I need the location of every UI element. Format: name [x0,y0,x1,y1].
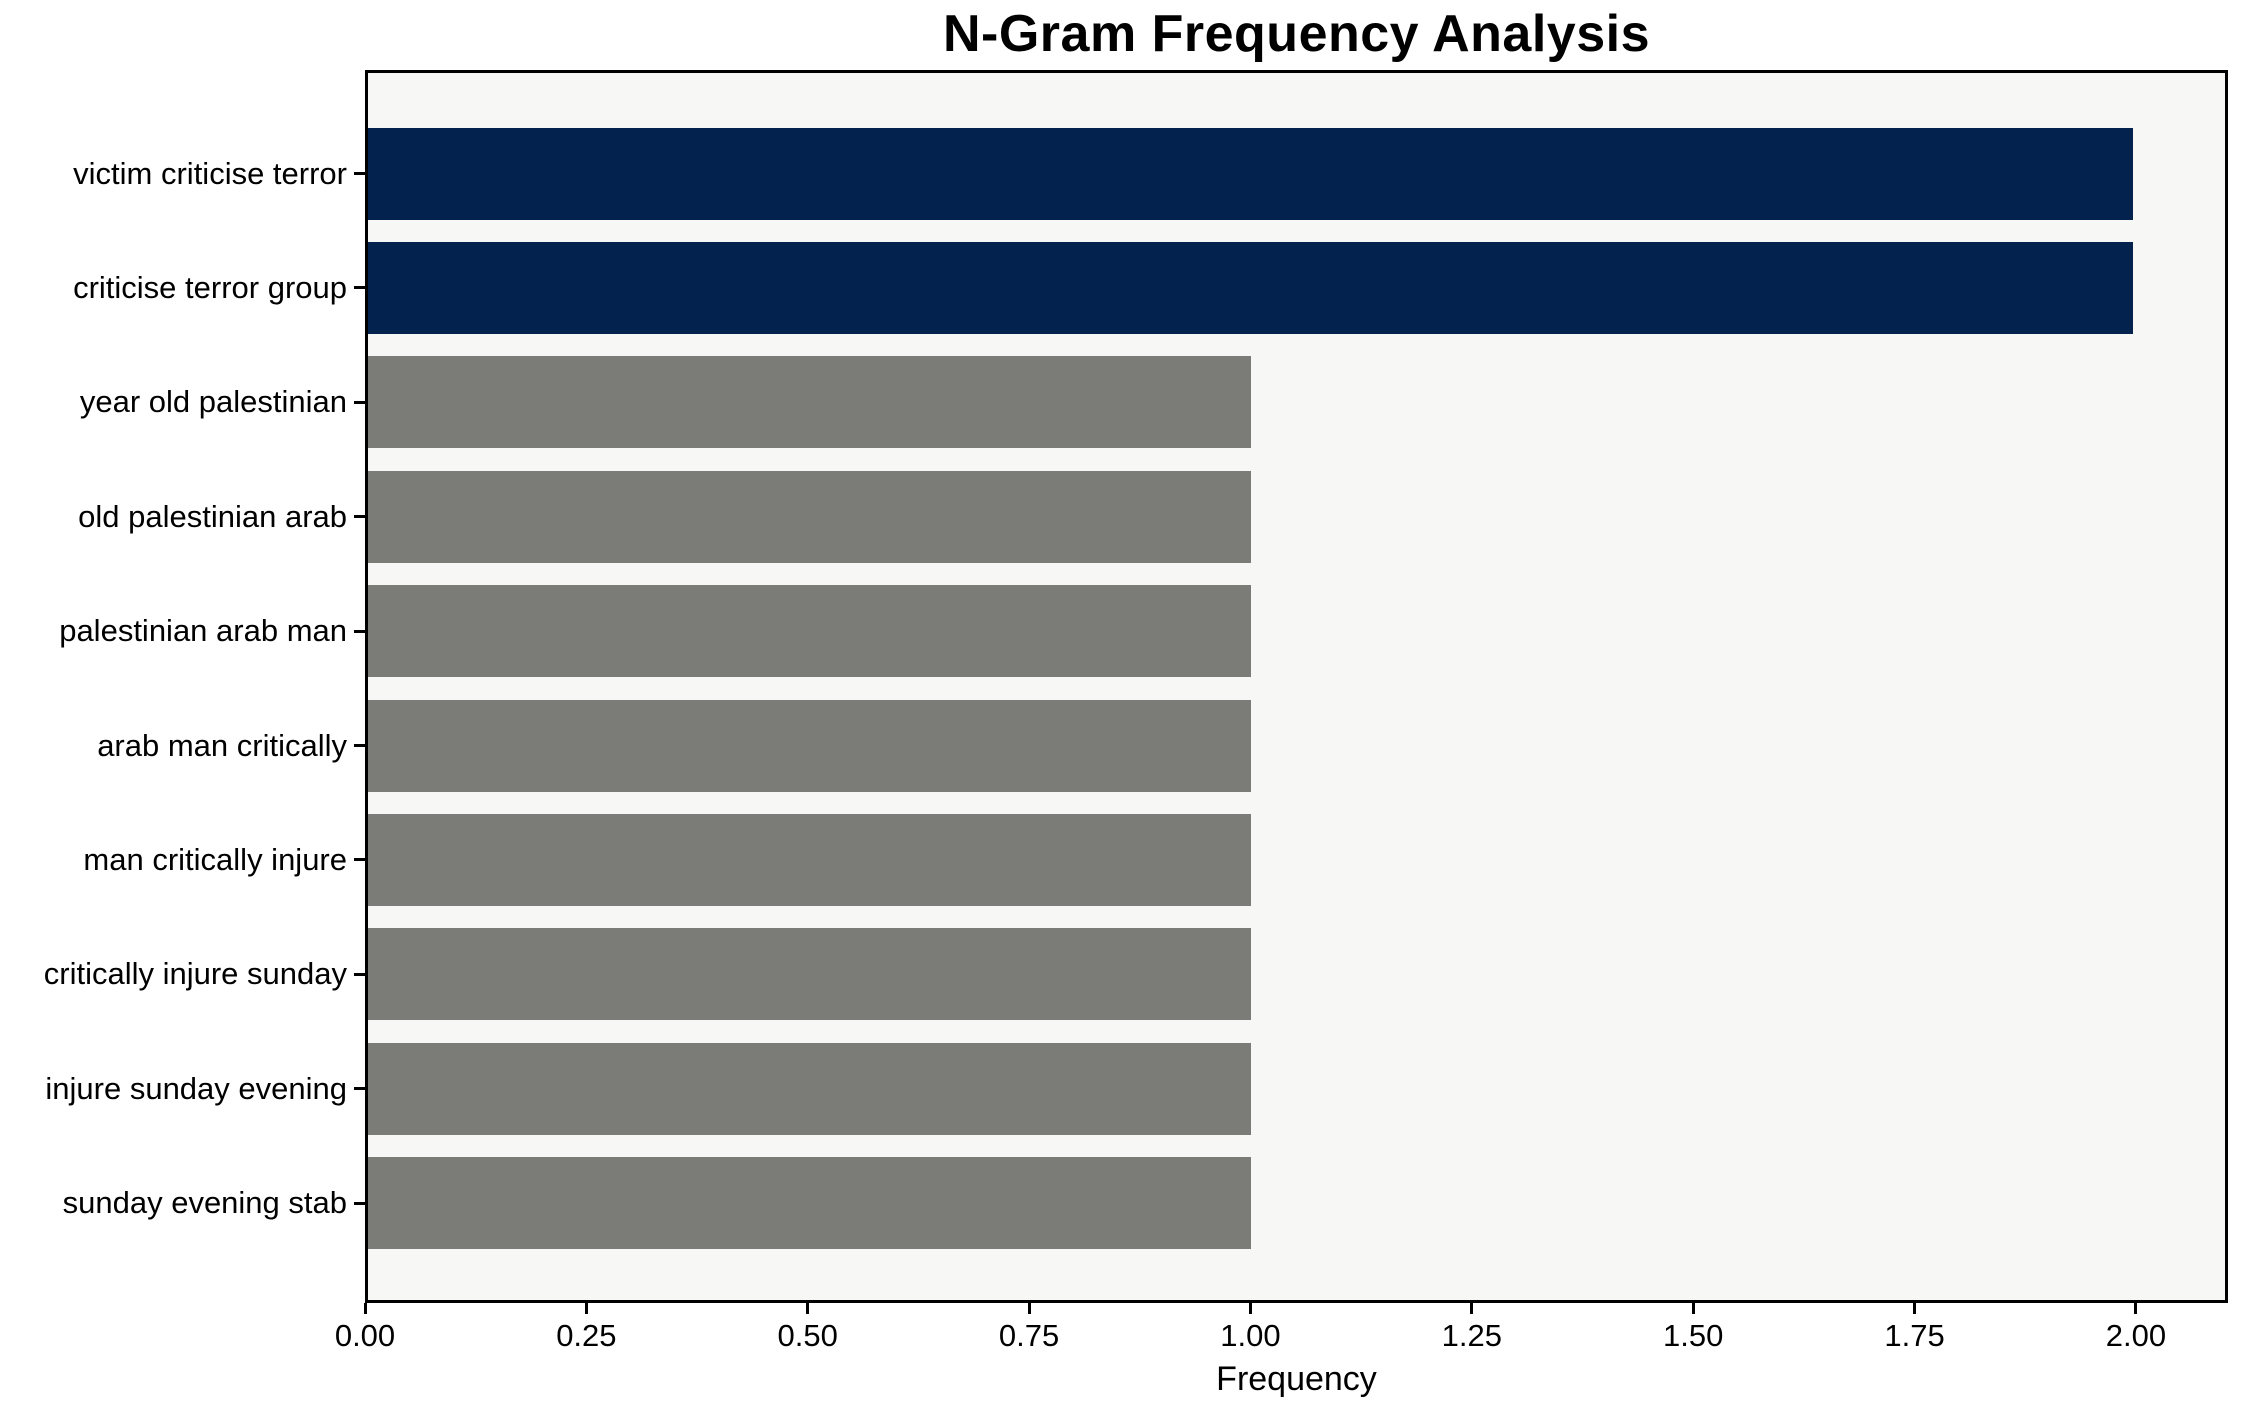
x-tick [1027,1303,1031,1314]
y-tick [354,858,365,862]
y-tick [354,629,365,633]
x-tick-label: 0.50 [777,1318,838,1353]
y-tick [354,286,365,290]
bar [368,813,1251,906]
x-tick [1248,1303,1252,1314]
y-tick [354,172,365,175]
bar [368,585,1251,678]
x-tick-label: 0.00 [334,1318,396,1353]
y-tick [354,400,365,404]
x-tick-label: 0.75 [998,1318,1060,1353]
chart-title: N-Gram Frequency Analysis [942,5,1651,63]
x-axis-title: Frequency [1216,1360,1377,1398]
y-tick-label: man critically injure [83,841,347,877]
x-tick-label: 1.75 [1884,1318,1945,1353]
y-tick-label: victim criticise terror [73,155,347,191]
y-tick-label: critically injure sunday [43,956,347,992]
bar [368,470,1251,563]
x-tick [2134,1303,2138,1314]
x-tick-label: 1.25 [1441,1318,1502,1353]
x-tick [1470,1303,1474,1314]
bar [368,127,2134,220]
y-tick [354,515,365,519]
y-tick [354,744,365,747]
x-tick-label: 2.00 [2105,1318,2167,1353]
bar [368,699,1251,792]
bar [368,241,2134,334]
x-tick-label: 0.25 [556,1318,617,1353]
bar [368,1042,1251,1135]
y-tick [354,972,365,976]
bar [368,356,1251,449]
x-tick-label: 1.50 [1663,1318,1724,1353]
bar [368,928,1251,1021]
y-tick [354,1201,365,1205]
x-tick [806,1303,810,1314]
y-tick [354,1087,365,1091]
bar [368,1157,1251,1250]
plot-area [365,70,2228,1303]
x-tick [1913,1303,1917,1314]
y-tick-label: sunday evening stab [62,1185,347,1221]
y-tick-label: palestinian arab man [59,613,347,649]
y-tick-label: year old palestinian [79,384,347,420]
x-tick [584,1303,588,1314]
y-tick-label: injure sunday evening [45,1070,347,1106]
x-tick [1691,1303,1695,1314]
y-tick-label: arab man critically [97,727,347,763]
y-tick-label: old palestinian arab [78,498,347,534]
y-tick-label: criticise terror group [73,269,347,305]
x-tick-label: 1.00 [1220,1318,1281,1353]
x-tick [363,1303,367,1314]
